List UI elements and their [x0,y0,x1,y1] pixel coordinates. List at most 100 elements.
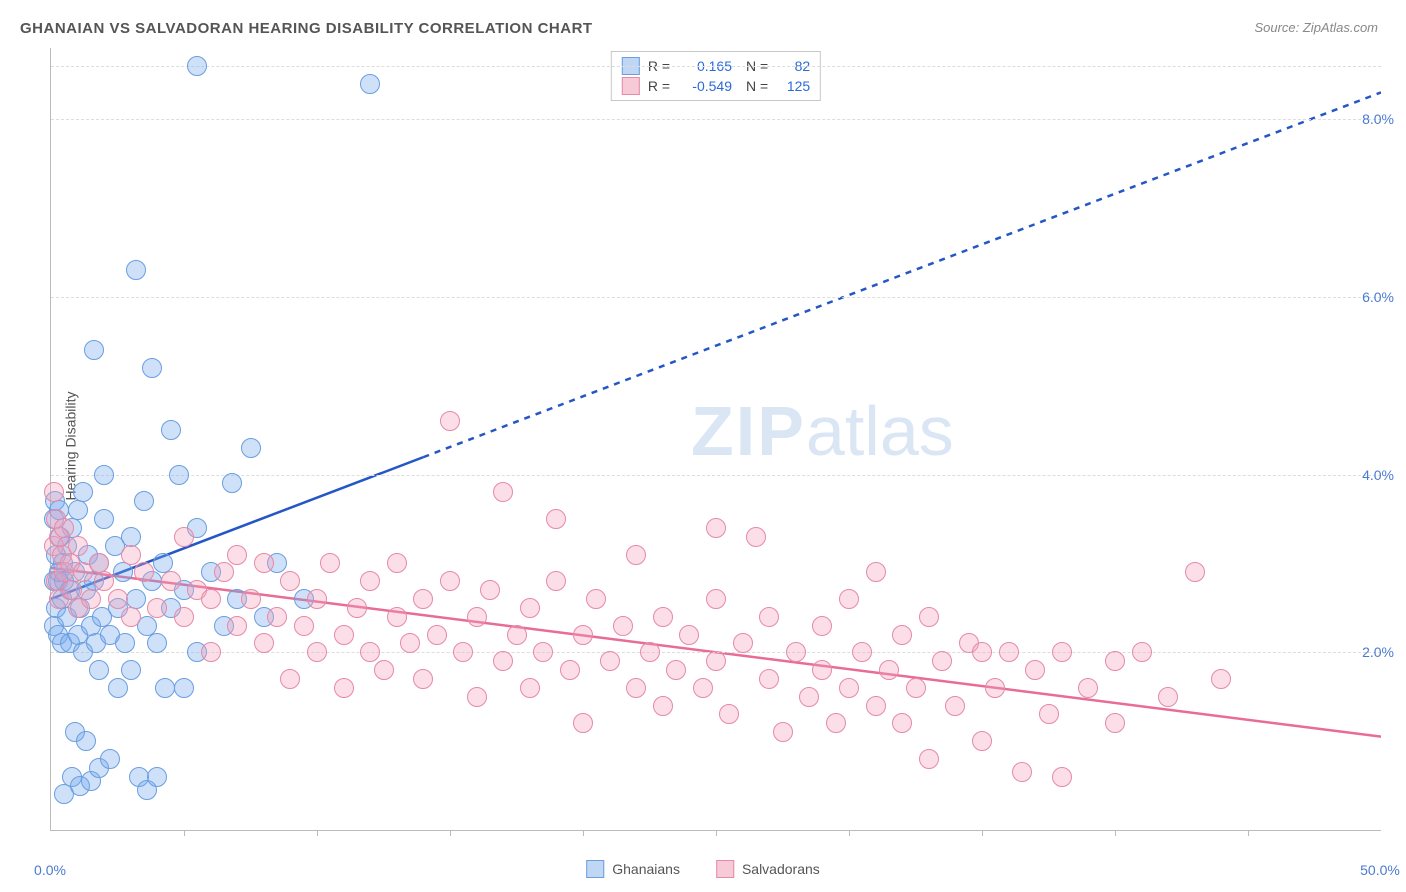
scatter-point [387,553,407,573]
scatter-point [573,713,593,733]
scatter-point [214,562,234,582]
scatter-point [706,651,726,671]
scatter-point [334,678,354,698]
scatter-point [89,660,109,680]
y-tick-label: 8.0% [1362,111,1394,127]
x-tick [583,830,584,836]
gridline [51,475,1381,476]
scatter-point [374,660,394,680]
scatter-point [626,678,646,698]
scatter-point [280,571,300,591]
scatter-point [520,598,540,618]
scatter-point [892,713,912,733]
scatter-point [360,642,380,662]
scatter-point [108,678,128,698]
scatter-point [134,491,154,511]
scatter-point [786,642,806,662]
scatter-point [626,545,646,565]
scatter-point [320,553,340,573]
scatter-point [360,74,380,94]
legend-label: Salvadorans [742,861,820,877]
scatter-point [142,358,162,378]
scatter-point [972,731,992,751]
scatter-point [839,678,859,698]
scatter-point [294,616,314,636]
scatter-point [812,616,832,636]
scatter-point [307,642,327,662]
scatter-point [906,678,926,698]
x-tick [1115,830,1116,836]
scatter-point [201,642,221,662]
scatter-point [115,633,135,653]
legend-label: Ghanaians [612,861,680,877]
scatter-point [706,589,726,609]
scatter-point [161,420,181,440]
gridline [51,297,1381,298]
scatter-point [546,571,566,591]
stats-row: R =-0.549N =125 [622,76,810,96]
scatter-point [1052,642,1072,662]
legend-swatch [586,860,604,878]
scatter-point [773,722,793,742]
scatter-point [812,660,832,680]
scatter-point [81,589,101,609]
scatter-point [113,562,133,582]
y-tick-label: 2.0% [1362,644,1394,660]
scatter-point [121,545,141,565]
scatter-point [68,500,88,520]
x-tick [716,830,717,836]
watermark-light: atlas [806,392,954,470]
scatter-point [68,536,88,556]
scatter-point [334,625,354,645]
scatter-point [600,651,620,671]
scatter-point [919,749,939,769]
scatter-point [54,518,74,538]
scatter-point [76,731,96,751]
scatter-point [73,482,93,502]
scatter-point [241,438,261,458]
legend-swatch [622,77,640,95]
x-tick-label: 0.0% [34,862,66,878]
scatter-point [413,669,433,689]
scatter-point [155,678,175,698]
scatter-point [852,642,872,662]
scatter-point [1025,660,1045,680]
scatter-point [94,509,114,529]
x-tick [1248,830,1249,836]
gridline [51,66,1381,67]
scatter-point [108,589,128,609]
scatter-point [693,678,713,698]
stats-legend-box: R =0.165N =82R =-0.549N =125 [611,51,821,101]
trendline [423,92,1381,457]
scatter-point [147,633,167,653]
scatter-point [759,607,779,627]
scatter-point [1012,762,1032,782]
chart-title: GHANAIAN VS SALVADORAN HEARING DISABILIT… [20,20,593,37]
y-tick-label: 6.0% [1362,289,1394,305]
scatter-point [94,465,114,485]
scatter-point [826,713,846,733]
scatter-point [719,704,739,724]
scatter-point [174,678,194,698]
scatter-point [1039,704,1059,724]
scatter-point [1158,687,1178,707]
x-tick [317,830,318,836]
scatter-point [507,625,527,645]
scatter-point [147,767,167,787]
gridline [51,119,1381,120]
scatter-point [746,527,766,547]
scatter-point [839,589,859,609]
bottom-legend-item: Salvadorans [716,860,820,878]
scatter-point [201,589,221,609]
scatter-point [866,696,886,716]
scatter-point [440,571,460,591]
scatter-point [161,571,181,591]
scatter-point [147,598,167,618]
scatter-point [533,642,553,662]
scatter-point [1185,562,1205,582]
scatter-point [126,260,146,280]
scatter-point [945,696,965,716]
scatter-point [706,518,726,538]
scatter-point [307,589,327,609]
scatter-point [493,482,513,502]
